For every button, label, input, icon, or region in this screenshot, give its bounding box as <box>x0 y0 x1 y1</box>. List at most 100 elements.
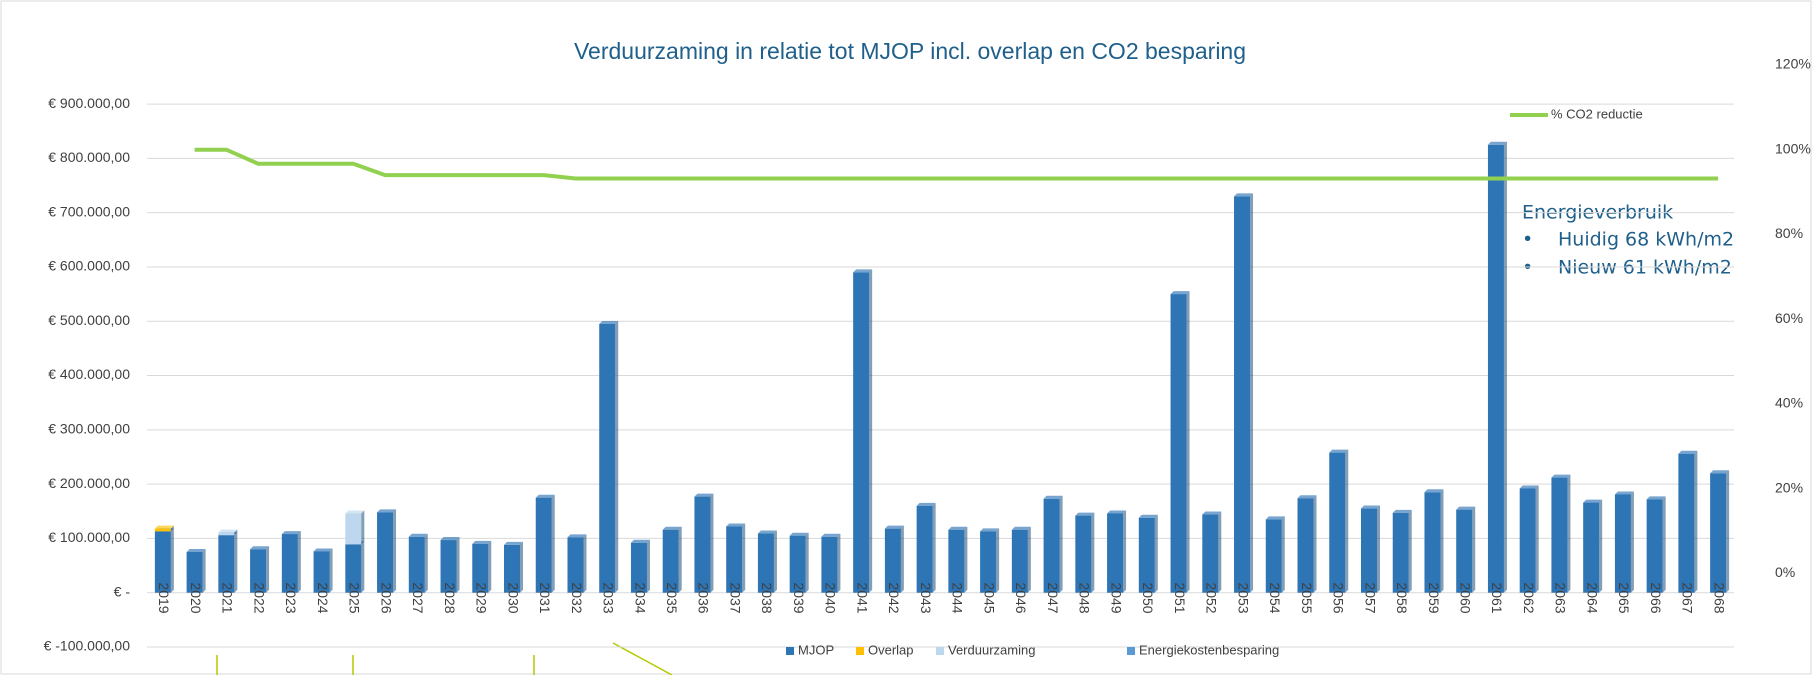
x-tick-label: 2032 <box>569 582 585 613</box>
bullet: • <box>1522 257 1533 279</box>
bar-side <box>742 523 746 593</box>
bar-side <box>646 539 650 593</box>
bar-top <box>1075 512 1095 516</box>
x-tick-label: 2056 <box>1331 582 1347 613</box>
bar <box>1107 513 1124 593</box>
y2-tick-label: 20% <box>1775 479 1803 495</box>
leader-lines <box>216 642 673 675</box>
x-tick-label: 2038 <box>759 582 775 613</box>
bar <box>1424 492 1441 593</box>
bar-side <box>1059 495 1063 593</box>
y2-tick-label: 40% <box>1775 395 1803 411</box>
bar <box>345 513 362 545</box>
bar-side <box>1567 474 1571 593</box>
bar <box>1487 144 1504 593</box>
bar-top <box>884 525 904 529</box>
y-tick-label: € 600.000,00 <box>48 258 130 274</box>
bar <box>789 535 806 593</box>
legend-label: Energiekostenbesparing <box>1139 642 1279 657</box>
bar-top <box>1456 506 1476 510</box>
bar <box>1011 529 1028 593</box>
x-tick-label: 2022 <box>251 582 267 613</box>
x-tick-label: 2052 <box>1204 582 1220 613</box>
bar-side <box>837 533 841 593</box>
bar-side <box>1599 499 1603 593</box>
bar-top <box>821 533 841 537</box>
y2-tick-label: 60% <box>1775 310 1803 326</box>
bar-top <box>345 510 365 514</box>
bar-top <box>1234 193 1254 197</box>
y-tick-label: € 900.000,00 <box>48 95 130 111</box>
legend-label: Overlap <box>868 642 914 657</box>
bar-top <box>1487 141 1507 145</box>
bullet: • <box>1522 229 1533 251</box>
bar <box>1138 517 1155 593</box>
bar-side <box>393 509 397 593</box>
bar <box>1202 514 1219 593</box>
bar-top <box>1138 514 1158 518</box>
bar <box>504 544 521 593</box>
bar-side <box>1281 516 1285 593</box>
x-tick-label: 2019 <box>156 582 172 613</box>
x-tick-label: 2063 <box>1553 582 1569 613</box>
bar-side <box>678 526 682 593</box>
bar-top <box>1646 496 1666 500</box>
bar <box>662 529 679 593</box>
bar <box>218 535 235 593</box>
bar-top <box>408 533 428 537</box>
x-tick-label: 2043 <box>918 582 934 613</box>
x-tick-label: 2062 <box>1521 582 1537 613</box>
bar-top <box>916 502 936 506</box>
bar-top <box>1265 516 1285 520</box>
y2-tick-label: 120% <box>1775 56 1811 72</box>
bar-side <box>1186 291 1190 593</box>
bar-side <box>805 532 809 593</box>
x-tick-label: 2058 <box>1394 582 1410 613</box>
x-tick-label: 2037 <box>727 582 743 613</box>
x-tick-label: 2059 <box>1426 582 1442 613</box>
bar <box>377 512 394 593</box>
y2-tick-label: 80% <box>1775 225 1803 241</box>
x-tick-label: 2064 <box>1584 582 1600 613</box>
x-tick-label: 2044 <box>950 582 966 613</box>
bar-top <box>440 537 460 541</box>
bar <box>853 272 870 593</box>
bar-top <box>1551 474 1571 478</box>
bar-top <box>1519 485 1539 489</box>
bar <box>980 531 997 593</box>
bar-top <box>1710 470 1730 474</box>
bar-side <box>1376 505 1380 593</box>
x-tick-label: 2067 <box>1680 582 1696 613</box>
bar <box>250 549 267 593</box>
legend-swatch <box>786 647 794 655</box>
bar-side <box>234 529 238 536</box>
x-tick-label: 2046 <box>1013 582 1029 613</box>
bar-top <box>694 493 714 497</box>
bar-top <box>789 532 809 536</box>
bar <box>1075 515 1092 593</box>
bar-top <box>948 526 968 530</box>
bar <box>567 537 584 593</box>
bar-top <box>535 494 555 498</box>
bar-side <box>266 546 270 593</box>
bar-top <box>1043 495 1063 499</box>
x-tick-label: 2053 <box>1235 582 1251 613</box>
bar <box>1646 499 1663 593</box>
bar <box>154 528 171 532</box>
x-tick-label: 2025 <box>347 582 363 613</box>
bar <box>630 542 647 593</box>
x-tick-label: 2023 <box>283 582 299 613</box>
x-tick-label: 2040 <box>823 582 839 613</box>
bar-top <box>1107 510 1127 514</box>
bar-side <box>1091 512 1095 593</box>
x-tick-label: 2039 <box>791 582 807 613</box>
bar-side <box>1027 526 1031 593</box>
bar-top <box>1170 291 1190 295</box>
bar <box>694 496 711 593</box>
bar <box>726 526 743 593</box>
bar-side <box>1535 485 1539 593</box>
x-tick-label: 2036 <box>696 582 712 613</box>
legend-swatch <box>1127 647 1135 655</box>
x-tick-label: 2028 <box>442 582 458 613</box>
